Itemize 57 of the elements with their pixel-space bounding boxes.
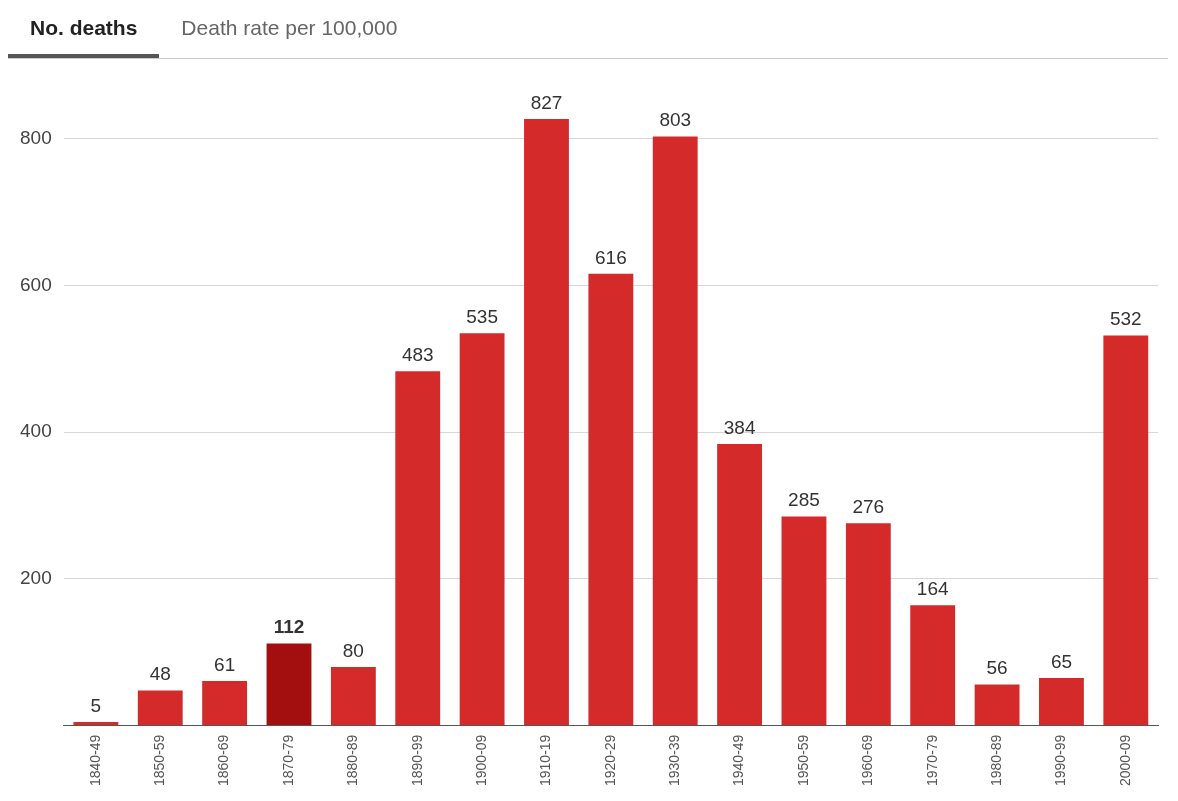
x-tick-label: 1870-79	[279, 734, 296, 787]
data-label: 803	[659, 109, 692, 131]
y-tick-label: 600	[20, 273, 52, 295]
data-label: 483	[401, 344, 434, 366]
x-tick-label: 1960-69	[859, 734, 876, 787]
x-tick-label: 1990-99	[1052, 734, 1069, 787]
bar	[910, 605, 956, 726]
bar	[137, 690, 183, 726]
y-tick-label: 400	[20, 420, 52, 442]
y-tick-label: 800	[20, 127, 52, 149]
data-label: 285	[788, 489, 820, 511]
bar	[330, 666, 376, 726]
x-tick-label: 2000-09	[1116, 734, 1133, 787]
data-label: 276	[852, 495, 885, 517]
data-label: 112	[273, 616, 305, 638]
bar	[395, 371, 441, 726]
data-label: 56	[986, 657, 1008, 679]
bar	[524, 119, 569, 726]
data-label: 48	[149, 663, 171, 685]
x-tick-label: 1860-69	[215, 734, 232, 787]
x-tick-label: 1880-89	[344, 734, 361, 787]
bar	[781, 516, 827, 726]
bar	[202, 680, 248, 726]
text: Death rate per 100,000	[180, 16, 399, 41]
x-tick-label: 1890-99	[408, 734, 425, 787]
data-label: 532	[1109, 308, 1142, 330]
data-label: 616	[595, 246, 627, 268]
y-tick-label: 200	[20, 567, 52, 589]
bar	[717, 443, 763, 726]
data-label: 164	[916, 578, 949, 600]
x-tick-label: 1980-89	[987, 734, 1004, 787]
bar	[266, 643, 312, 726]
x-tick-label: 1910-19	[537, 734, 554, 787]
x-tick-label: 1940-49	[730, 734, 747, 787]
x-tick-label: 1970-79	[923, 734, 940, 787]
data-label: 384	[723, 416, 756, 438]
bar	[974, 684, 1020, 726]
bar	[588, 273, 634, 726]
data-label: 827	[530, 91, 563, 113]
data-label: 535	[466, 305, 498, 327]
bar	[73, 721, 119, 726]
bar	[1103, 335, 1149, 726]
text: No. deaths	[8, 16, 160, 58]
data-label: 5	[90, 694, 102, 716]
x-tick-label: 1950-59	[794, 734, 811, 787]
data-label: 65	[1050, 650, 1073, 672]
data-label: 61	[214, 653, 236, 675]
x-tick-label: 1840-49	[86, 734, 103, 787]
x-tick-label: 1930-39	[666, 734, 683, 787]
bar	[459, 333, 505, 726]
data-label: 80	[342, 639, 364, 661]
x-tick-label: 1900-09	[472, 734, 489, 787]
bar	[1039, 677, 1084, 726]
bar	[845, 523, 891, 726]
bar	[652, 136, 698, 726]
x-tick-label: 1920-29	[601, 734, 618, 787]
x-tick-label: 1850-59	[151, 734, 168, 787]
